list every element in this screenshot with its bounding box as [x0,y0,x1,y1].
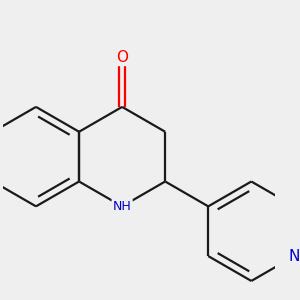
Text: N: N [289,249,300,264]
Text: O: O [116,50,128,65]
Text: NH: NH [113,200,131,213]
